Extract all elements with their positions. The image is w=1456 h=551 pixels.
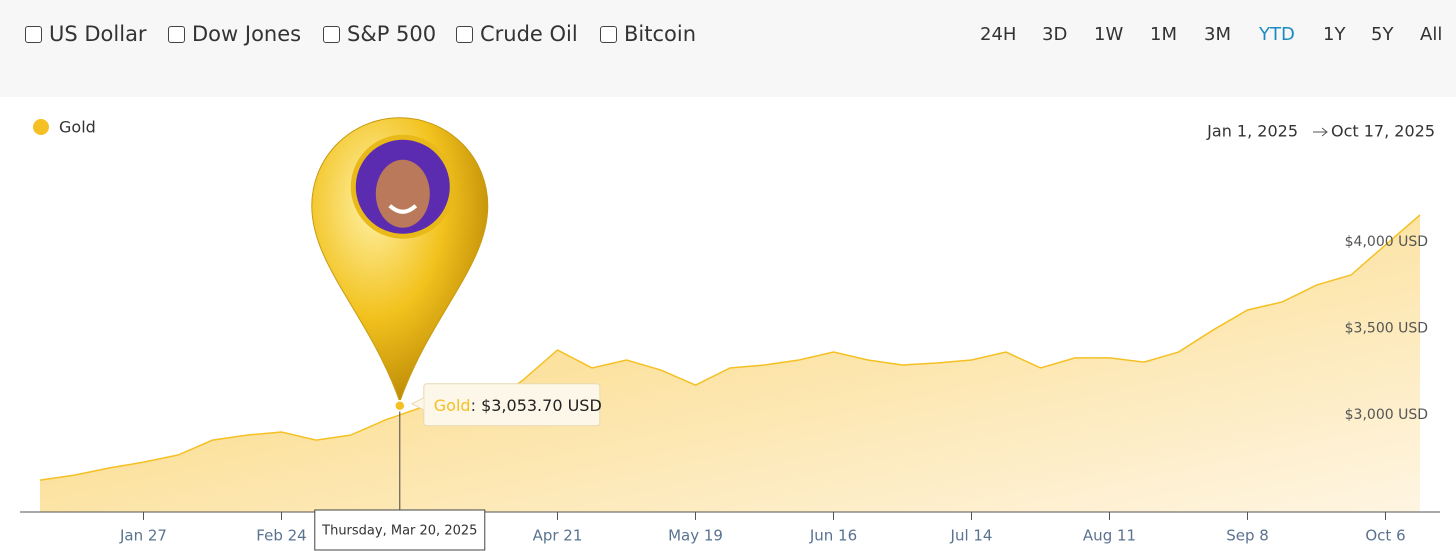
range-button[interactable]: 24H <box>980 24 1017 45</box>
chart: Gold Jan 1, 2025 Oct 17, 2025 $3,000 USD… <box>20 117 1440 551</box>
toolbar: US Dollar Dow Jones S&P 500 Crude Oil Bitcoi… <box>0 0 1456 97</box>
asset-toggle[interactable]: Dow Jones <box>168 22 301 46</box>
x-tick-label: Apr 21 <box>533 527 583 545</box>
range-start: Jan 1, 2025 <box>1206 122 1298 141</box>
avatar-face <box>375 159 430 228</box>
line <box>39 214 1421 481</box>
x-tick-label: Aug 11 <box>1083 527 1136 545</box>
range-arrow <box>1313 127 1328 137</box>
x-tick-label: Sep 8 <box>1226 527 1269 545</box>
tooltip-series: Gold <box>434 395 471 414</box>
x-tick-label: Jul 14 <box>950 527 993 545</box>
x-tick-label: Jun 16 <box>809 527 857 545</box>
asset-label: US Dollar <box>49 22 147 46</box>
asset-label: S&P 500 <box>347 22 437 46</box>
range-button[interactable]: 3M <box>1204 24 1231 45</box>
tooltip-text: Gold: $3,053.70 USD <box>434 395 602 414</box>
range-button[interactable]: 5Y <box>1371 24 1394 45</box>
tooltip-point <box>394 400 406 412</box>
checkbox[interactable] <box>168 25 185 43</box>
range-button[interactable]: 3D <box>1042 24 1068 45</box>
x-tick-label: Jan 27 <box>119 527 167 545</box>
asset-label: Crude Oil <box>480 22 578 46</box>
asset-label: Bitcoin <box>624 22 697 46</box>
range-button[interactable]: All <box>1420 24 1443 45</box>
tooltip-colon: : <box>471 395 481 414</box>
checkbox[interactable] <box>25 25 42 43</box>
tooltip-tail <box>410 397 425 411</box>
checkbox[interactable] <box>323 25 340 43</box>
asset-toggle[interactable]: Bitcoin <box>600 22 696 46</box>
asset-toggle[interactable]: US Dollar <box>25 22 147 46</box>
asset-label: Dow Jones <box>192 22 302 46</box>
range-button[interactable]: YTD <box>1259 24 1295 45</box>
tooltip-value: $3,053.70 USD <box>481 395 602 414</box>
checkbox[interactable] <box>600 25 617 43</box>
asset-toggle[interactable]: Crude Oil <box>456 22 578 46</box>
range-button[interactable]: 1M <box>1150 24 1177 45</box>
x-tick-label: Feb 24 <box>256 527 306 545</box>
legend-label[interactable]: Gold <box>59 118 96 137</box>
range-end: Oct 17, 2025 <box>1331 122 1435 141</box>
legend-swatch <box>33 119 49 135</box>
date-box <box>314 509 486 551</box>
checkbox[interactable] <box>456 25 473 43</box>
x-tick-label: Oct 6 <box>1365 527 1405 545</box>
avatar-smile <box>388 204 418 214</box>
asset-toggle[interactable]: S&P 500 <box>323 22 436 46</box>
area <box>40 214 1420 513</box>
y-tick-label: $4,000 USD <box>1345 234 1428 250</box>
y-tick-label: $3,500 USD <box>1345 321 1428 337</box>
range-button[interactable]: 1W <box>1094 24 1124 45</box>
x-tick-label: May 19 <box>668 527 723 545</box>
tooltip-date: Thursday, Mar 20, 2025 <box>321 524 477 539</box>
range-button[interactable]: 1Y <box>1323 24 1346 45</box>
y-tick-label: $3,000 USD <box>1345 407 1428 423</box>
